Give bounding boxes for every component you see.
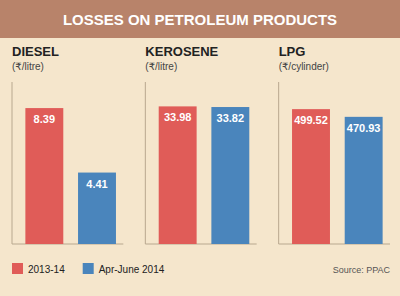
background xyxy=(0,0,400,296)
panel-title: KEROSENE xyxy=(145,44,218,59)
legend-swatch xyxy=(12,263,23,274)
data-labels: 8.39 4.41 xyxy=(34,113,108,189)
data-label: 499.52 xyxy=(294,114,328,126)
panel-subtitle: (₹/cylinder) xyxy=(279,61,329,72)
data-label: 33.82 xyxy=(217,112,245,124)
y-axis-line xyxy=(12,82,13,244)
panel-title: LPG xyxy=(279,44,306,59)
title-band xyxy=(0,0,400,38)
annotation: Source: PPAC xyxy=(333,265,391,275)
legend: 2013-14 Apr-June 2014 xyxy=(12,263,165,275)
data-labels: 33.98 33.82 xyxy=(164,111,244,124)
legend-label: Apr-June 2014 xyxy=(99,264,165,275)
bars xyxy=(292,109,383,244)
legend-swatch xyxy=(83,263,94,274)
bar xyxy=(78,173,116,244)
bars xyxy=(25,108,116,244)
bar xyxy=(345,117,383,244)
panel: LPG (₹/cylinder) 499.52 470.93 xyxy=(279,44,390,244)
y-axis-line xyxy=(278,82,279,244)
data-label: 4.41 xyxy=(86,178,107,190)
panel: DIESEL (₹/litre) 8.39 4.41 xyxy=(12,44,123,244)
bar xyxy=(159,106,197,244)
panel-subtitle: (₹/litre) xyxy=(145,61,177,72)
data-label: 33.98 xyxy=(164,111,192,123)
bar xyxy=(292,109,330,244)
panel: KEROSENE (₹/litre) 33.98 33.82 xyxy=(145,44,256,244)
data-label: 8.39 xyxy=(34,113,55,125)
data-labels: 499.52 470.93 xyxy=(294,114,380,134)
title: LOSSES ON PETROLEUM PRODUCTS xyxy=(63,11,337,28)
bar xyxy=(25,108,63,244)
y-axis-line xyxy=(145,82,146,244)
legend-label: 2013-14 xyxy=(28,264,65,275)
panel-subtitle: (₹/litre) xyxy=(12,61,44,72)
bar xyxy=(211,107,249,244)
data-label: 470.93 xyxy=(347,122,381,134)
panel-title: DIESEL xyxy=(12,44,59,59)
bars xyxy=(159,106,250,244)
chart-root: LOSSES ON PETROLEUM PRODUCTS DIESEL (₹/lit… xyxy=(0,0,400,296)
